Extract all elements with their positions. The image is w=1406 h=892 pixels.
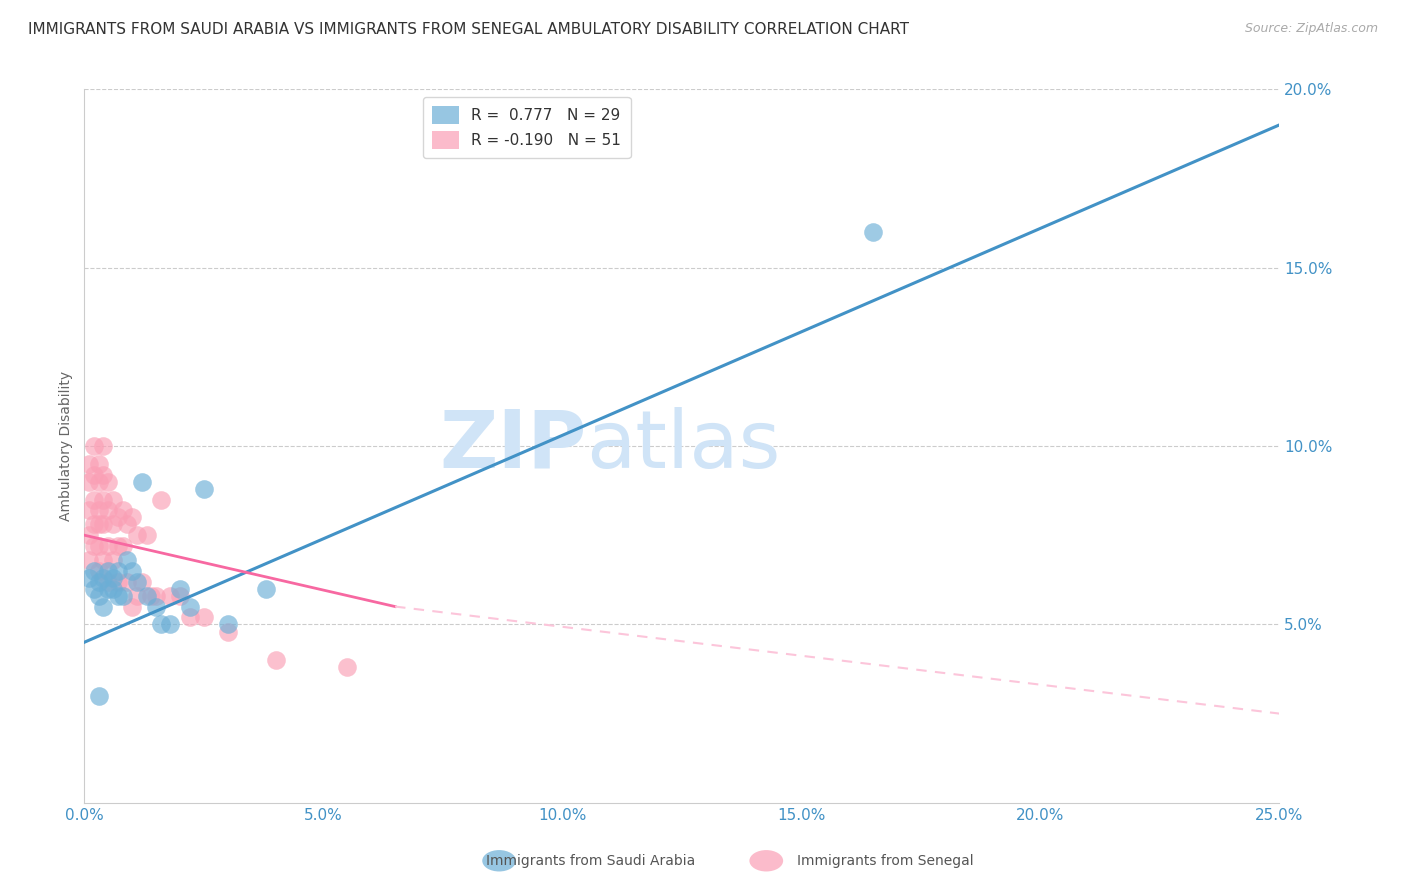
- Point: [77, 528, 100, 542]
- Point: [107, 539, 129, 553]
- Point: [93, 439, 115, 453]
- Point: [111, 503, 134, 517]
- Point: [149, 617, 172, 632]
- Point: [83, 539, 105, 553]
- Point: [131, 475, 153, 489]
- Point: [179, 599, 201, 614]
- Point: [336, 660, 359, 674]
- Point: [77, 475, 100, 489]
- Point: [264, 653, 287, 667]
- Point: [101, 582, 124, 596]
- Point: [97, 564, 120, 578]
- Point: [87, 503, 110, 517]
- Point: [97, 503, 120, 517]
- Y-axis label: Ambulatory Disability: Ambulatory Disability: [59, 371, 73, 521]
- Point: [135, 589, 157, 603]
- Point: [87, 589, 110, 603]
- Point: [93, 571, 115, 585]
- Point: [145, 589, 167, 603]
- Point: [107, 510, 129, 524]
- Text: Immigrants from Saudi Arabia: Immigrants from Saudi Arabia: [486, 854, 695, 868]
- Point: [111, 589, 134, 603]
- Point: [83, 582, 105, 596]
- Point: [101, 492, 124, 507]
- Point: [193, 610, 215, 624]
- Point: [77, 553, 100, 567]
- Point: [217, 617, 239, 632]
- Point: [93, 599, 115, 614]
- Point: [131, 574, 153, 589]
- Point: [87, 564, 110, 578]
- Point: [149, 492, 172, 507]
- Point: [121, 510, 143, 524]
- Text: atlas: atlas: [586, 407, 780, 485]
- Point: [145, 599, 167, 614]
- Point: [83, 564, 105, 578]
- Point: [117, 517, 139, 532]
- Point: [101, 517, 124, 532]
- Point: [111, 539, 134, 553]
- Point: [193, 482, 215, 496]
- Point: [121, 564, 143, 578]
- Point: [159, 589, 181, 603]
- Point: [125, 574, 148, 589]
- Point: [77, 503, 100, 517]
- Point: [97, 475, 120, 489]
- Point: [159, 617, 181, 632]
- Point: [83, 467, 105, 482]
- Point: [107, 574, 129, 589]
- Point: [83, 517, 105, 532]
- Point: [77, 571, 100, 585]
- Point: [87, 457, 110, 471]
- Point: [169, 582, 191, 596]
- Point: [77, 457, 100, 471]
- Point: [87, 539, 110, 553]
- Point: [101, 553, 124, 567]
- Point: [101, 571, 124, 585]
- Point: [125, 589, 148, 603]
- Legend: R =  0.777   N = 29, R = -0.190   N = 51: R = 0.777 N = 29, R = -0.190 N = 51: [423, 97, 630, 158]
- Point: [107, 564, 129, 578]
- Point: [217, 624, 239, 639]
- Point: [135, 528, 157, 542]
- Point: [87, 574, 110, 589]
- Point: [97, 539, 120, 553]
- Point: [179, 610, 201, 624]
- Point: [862, 225, 884, 239]
- Point: [117, 553, 139, 567]
- Text: IMMIGRANTS FROM SAUDI ARABIA VS IMMIGRANTS FROM SENEGAL AMBULATORY DISABILITY CO: IMMIGRANTS FROM SAUDI ARABIA VS IMMIGRAN…: [28, 22, 910, 37]
- Point: [254, 582, 277, 596]
- Point: [93, 553, 115, 567]
- Point: [97, 582, 120, 596]
- Point: [125, 528, 148, 542]
- Point: [169, 589, 191, 603]
- Point: [93, 492, 115, 507]
- Point: [97, 574, 120, 589]
- Text: ZIP: ZIP: [439, 407, 586, 485]
- Point: [83, 439, 105, 453]
- Text: Immigrants from Senegal: Immigrants from Senegal: [797, 854, 974, 868]
- Point: [121, 599, 143, 614]
- Point: [87, 475, 110, 489]
- Point: [87, 517, 110, 532]
- Point: [117, 574, 139, 589]
- Text: Source: ZipAtlas.com: Source: ZipAtlas.com: [1244, 22, 1378, 36]
- Point: [93, 517, 115, 532]
- Point: [141, 589, 163, 603]
- Point: [83, 492, 105, 507]
- Point: [93, 467, 115, 482]
- Point: [87, 689, 110, 703]
- Point: [107, 589, 129, 603]
